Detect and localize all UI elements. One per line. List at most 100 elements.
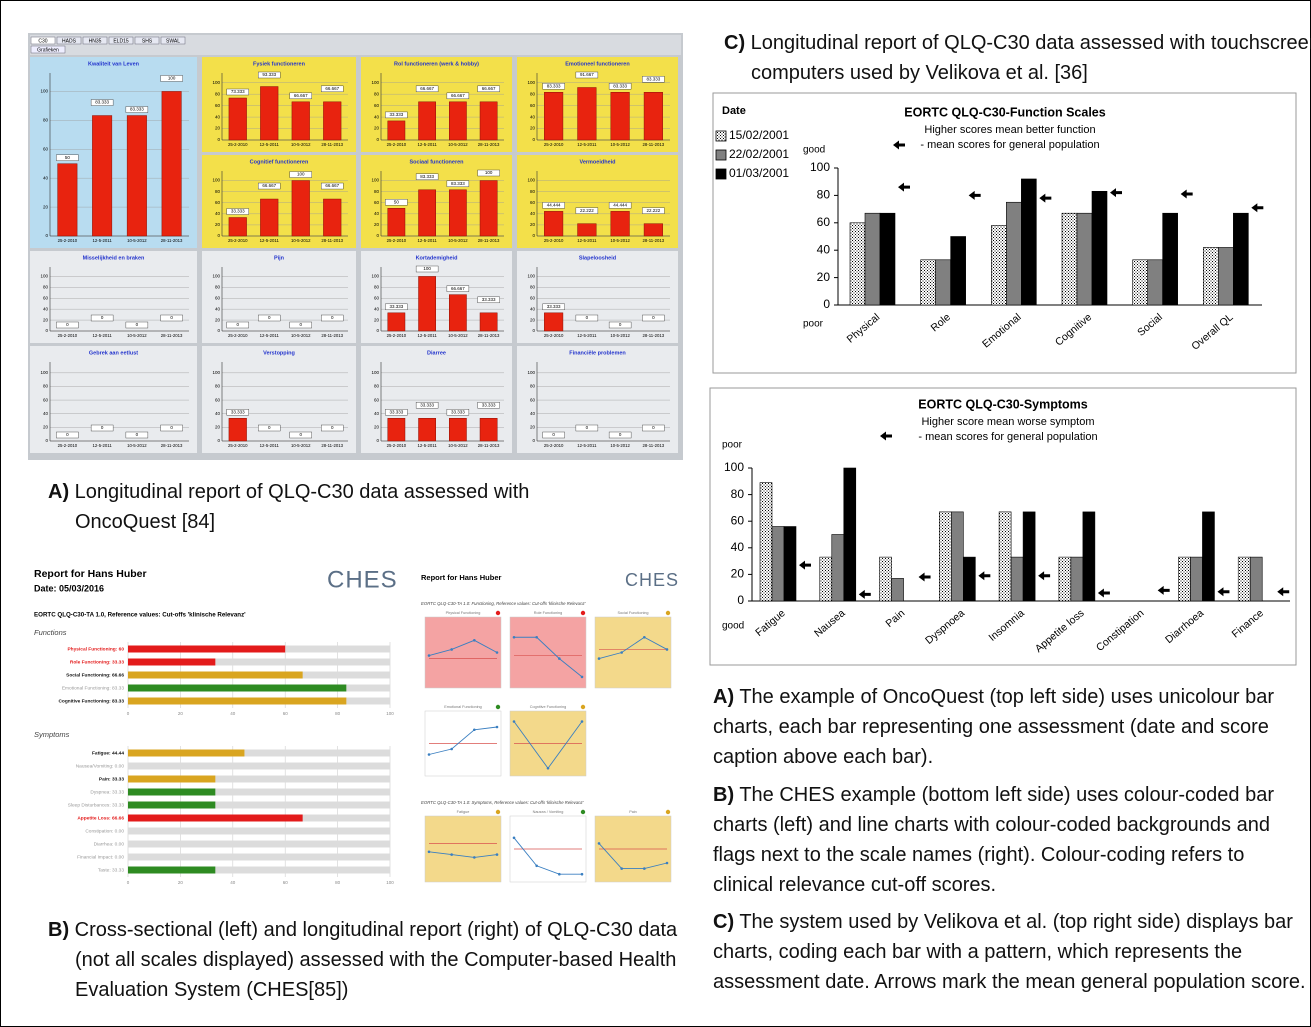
bar xyxy=(578,87,597,140)
y-tick-label: 20 xyxy=(374,425,380,430)
x-tick-label: 100 xyxy=(386,880,394,885)
y-tick-label: 80 xyxy=(374,91,380,96)
x-tick-label: 12-5-2011 xyxy=(92,333,112,338)
y-tick-label: 100 xyxy=(371,80,379,85)
chart-title: Fysiek functioneren xyxy=(253,61,306,67)
panel-title: Emotional Functioning xyxy=(444,705,482,709)
y-tick-label: 60 xyxy=(374,103,380,108)
x-tick-label: 25-2-2010 xyxy=(387,238,407,243)
bar xyxy=(1218,247,1233,305)
y-tick-label: 80 xyxy=(43,285,49,290)
bar xyxy=(880,213,895,305)
trend-point xyxy=(643,636,646,639)
bar-label: Physical Functioning: 60 xyxy=(67,646,124,652)
y-tick-label: 60 xyxy=(817,215,831,229)
y-tick-label: 60 xyxy=(374,397,380,402)
chart-title: Gebrek aan eetlust xyxy=(89,350,138,356)
y-tick-label: 40 xyxy=(43,175,49,180)
bar xyxy=(128,867,215,874)
caption-note: C) The system used by Velikova et al. (t… xyxy=(713,907,1308,997)
trend-point xyxy=(558,657,561,660)
bar xyxy=(449,190,466,236)
bar xyxy=(162,91,181,236)
legend-swatch xyxy=(716,150,726,160)
x-tick-label: 25-2-2010 xyxy=(387,333,407,338)
trend-point xyxy=(558,873,561,876)
trend-point xyxy=(598,657,601,660)
bar-label: Dyspnea: 33.33 xyxy=(90,789,124,795)
x-tick-label: 12-5-2011 xyxy=(417,443,437,448)
bar xyxy=(880,557,892,601)
bar-label: Fatigue: 44.44 xyxy=(92,750,124,756)
trend-point xyxy=(473,728,476,731)
bar xyxy=(449,295,466,331)
bar xyxy=(1092,191,1107,305)
y-tick-label: 80 xyxy=(374,189,380,194)
caption-text: Cross-sectional (left) and longitudinal … xyxy=(75,919,678,1001)
x-tick-label: 10-5-2012 xyxy=(610,443,630,448)
chart-title: Diarree xyxy=(427,350,446,356)
bar-label: Constipation: 0.00 xyxy=(85,828,124,834)
bar xyxy=(229,418,247,441)
bar xyxy=(128,672,303,679)
bar xyxy=(388,313,405,331)
bar xyxy=(323,199,341,236)
y-tick-label: 20 xyxy=(215,425,221,430)
bar xyxy=(544,313,563,331)
y-tick-label: 20 xyxy=(817,270,831,284)
bar xyxy=(1238,557,1250,601)
trend-point xyxy=(620,867,623,870)
logo: CHES xyxy=(625,570,679,590)
value-label: 83.333 xyxy=(613,83,627,88)
caption-note: A) The example of OncoQuest (top left si… xyxy=(713,682,1308,772)
y-tick-label: 100 xyxy=(527,370,535,375)
x-tick-label: 25-2-2010 xyxy=(544,333,564,338)
x-tick-label: 10-5-2012 xyxy=(291,238,311,243)
value-label: 83.333 xyxy=(95,100,109,105)
x-tick-label: 25-2-2010 xyxy=(544,443,564,448)
value-label: 83.333 xyxy=(420,174,434,179)
chart-title: Misselijkheid en braken xyxy=(83,255,145,261)
y-tick-label: 40 xyxy=(215,306,221,311)
flag xyxy=(496,611,500,615)
bar xyxy=(128,789,215,796)
trend-point xyxy=(581,873,584,876)
top-label: good xyxy=(803,145,825,156)
y-tick-label: 80 xyxy=(215,285,221,290)
legend-swatch xyxy=(716,169,726,179)
caption-label: A) xyxy=(48,481,69,503)
panel-title: Pain xyxy=(629,810,637,814)
caption-label: B) xyxy=(48,919,69,941)
x-tick-label: 12-5-2011 xyxy=(577,238,597,243)
bar xyxy=(1203,247,1218,305)
y-tick-label: 60 xyxy=(374,295,380,300)
bar xyxy=(127,116,146,236)
y-tick-label: 40 xyxy=(215,411,221,416)
x-tick-label: 12-5-2011 xyxy=(577,333,597,338)
value-label: 66.667 xyxy=(294,93,308,98)
bar xyxy=(921,260,936,305)
bar xyxy=(449,418,466,441)
report-title: Report for Hans Huber xyxy=(421,573,502,582)
bar-label: Diarrhea: 0.00 xyxy=(94,841,125,847)
value-label: 100 xyxy=(297,172,305,177)
chart-panel xyxy=(517,251,678,343)
y-tick-label: 40 xyxy=(374,211,380,216)
trend-point xyxy=(496,726,499,729)
bar xyxy=(128,659,215,666)
value-label: 66.667 xyxy=(262,183,276,188)
y-tick-label: 80 xyxy=(215,91,221,96)
panel-background xyxy=(425,617,501,688)
trend-point xyxy=(581,720,584,723)
bar xyxy=(128,646,285,653)
tab-label: HN35 xyxy=(89,38,102,44)
chart-subtitle: - mean scores for general population xyxy=(918,431,1097,443)
x-tick-label: 0 xyxy=(127,711,130,716)
y-tick-label: 20 xyxy=(530,126,536,131)
x-tick-label: 28-11-2013 xyxy=(643,238,665,243)
y-tick-label: 20 xyxy=(215,222,221,227)
chart-title: Cognitief functioneren xyxy=(250,159,309,165)
flag xyxy=(666,810,670,814)
y-tick-label: 60 xyxy=(731,513,745,527)
y-tick-label: 80 xyxy=(530,384,536,389)
